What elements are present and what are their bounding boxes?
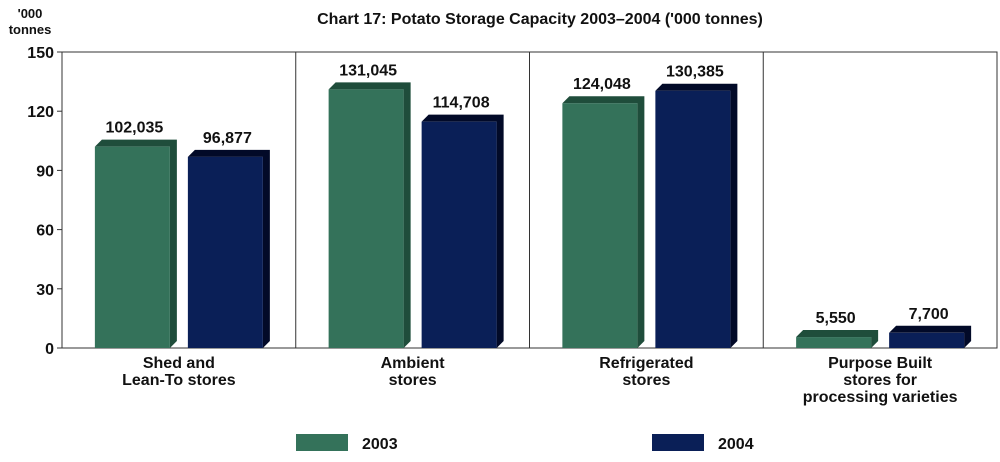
bar-value-label: 114,708 [433,95,490,112]
bar-3d-shadow [796,330,879,348]
bar-2003 [796,337,872,348]
y-tick-label: 0 [45,341,54,358]
bar-2003 [562,103,638,348]
bar-2004 [187,156,263,348]
bar-2004 [889,332,965,348]
y-tick-label: 30 [36,282,54,299]
bar-2004 [421,121,497,348]
bar-2003 [94,146,170,348]
legend-swatch-2003 [296,434,348,451]
x-tick-label: stores [622,372,670,389]
bar-2003 [328,89,404,348]
bar-value-label: 102,035 [105,120,163,137]
legend-label: 2003 [362,436,398,453]
y-tick-label: 90 [36,163,54,180]
y-tick-label: 60 [36,223,54,240]
bar-2004 [655,90,731,348]
bar-3d-shadow [889,325,972,348]
y-axis-label-line-1: '000 [18,6,43,21]
x-tick-label: processing varieties [803,389,958,406]
y-axis-label-line-2: tonnes [9,22,52,37]
y-tick-label: 120 [27,104,54,121]
x-tick-label: Purpose Built [828,355,933,372]
legend: 2003 2004 [296,434,754,453]
bar-value-label: 131,045 [339,62,397,79]
x-tick-label: Refrigerated [599,355,693,372]
legend-label: 2004 [718,436,754,453]
bar-value-label: 124,048 [573,76,631,93]
plot-area: 0 30 60 90 120 150 102,035 96,877 Shed andLean-T… [27,45,998,406]
x-tick-label: stores for [843,372,917,389]
x-tick-label: Shed and [143,355,215,372]
y-tick-label: 150 [27,45,54,62]
bar-value-label: 5,550 [816,310,856,327]
x-tick-label: stores [389,372,437,389]
bar-value-label: 96,877 [203,130,252,147]
bar-value-label: 130,385 [666,64,724,81]
legend-swatch-2004 [652,434,704,451]
x-tick-label: Lean-To stores [122,372,236,389]
x-tick-label: Ambient [381,355,446,372]
chart-title: Chart 17: Potato Storage Capacity 2003–2… [317,11,763,28]
bar-value-label: 7,700 [909,306,949,323]
